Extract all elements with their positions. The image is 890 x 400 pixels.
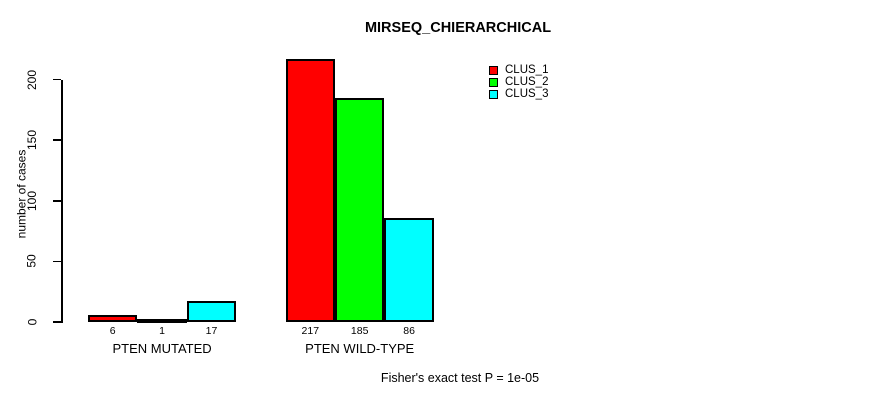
y-axis-tick xyxy=(53,139,61,141)
y-axis-tick xyxy=(53,78,61,81)
legend-swatch-icon xyxy=(489,89,498,99)
bar-clus_3-pten-mutated xyxy=(186,301,237,322)
y-axis-tick-label-text: 100 xyxy=(25,190,39,211)
bar-value-label: 185 xyxy=(350,325,369,337)
legend-label: CLUS_3 xyxy=(505,88,549,100)
legend-label: CLUS_2 xyxy=(505,76,549,88)
bar-value-label: 86 xyxy=(403,325,415,337)
bar-clus_3-pten-wild-type xyxy=(384,217,434,322)
bar-clus_2-pten-wild-type xyxy=(335,97,385,322)
y-axis-tick xyxy=(53,260,61,263)
legend: CLUS_1 CLUS_2 CLUS_3 xyxy=(489,64,548,100)
legend-label: CLUS_1 xyxy=(505,64,549,76)
bar-clus_1-pten-wild-type xyxy=(285,58,335,322)
legend-swatch-icon xyxy=(489,65,498,75)
bar-clus_1-pten-mutated xyxy=(88,314,138,322)
y-axis-tick xyxy=(53,321,61,323)
bar-value-label: 217 xyxy=(301,325,320,337)
fisher-test-annotation: Fisher's exact test P = 1e-05 xyxy=(380,371,540,385)
bar-value-label: 1 xyxy=(159,325,166,337)
legend-row: CLUS_3 xyxy=(489,88,548,100)
y-axis-line xyxy=(61,79,63,323)
bar-value-label: 17 xyxy=(205,325,218,337)
bar-clus_2-pten-mutated xyxy=(137,319,187,323)
category-label: PTEN WILD-TYPE xyxy=(305,341,415,356)
legend-swatch-icon xyxy=(489,77,498,87)
y-axis-tick xyxy=(53,200,61,202)
y-axis-tick-label-text: 0 xyxy=(25,318,39,326)
bar-value-label: 6 xyxy=(109,325,116,337)
legend-row: CLUS_1 xyxy=(489,64,548,76)
y-axis-tick-label-text: 150 xyxy=(25,130,39,151)
chart-title: MIRSEQ_CHIERARCHICAL xyxy=(364,20,552,36)
y-axis-tick-label-text: 50 xyxy=(25,254,40,269)
category-label: PTEN MUTATED xyxy=(112,341,212,356)
legend-row: CLUS_2 xyxy=(489,76,548,88)
y-axis-tick-label-text: 200 xyxy=(25,69,39,90)
